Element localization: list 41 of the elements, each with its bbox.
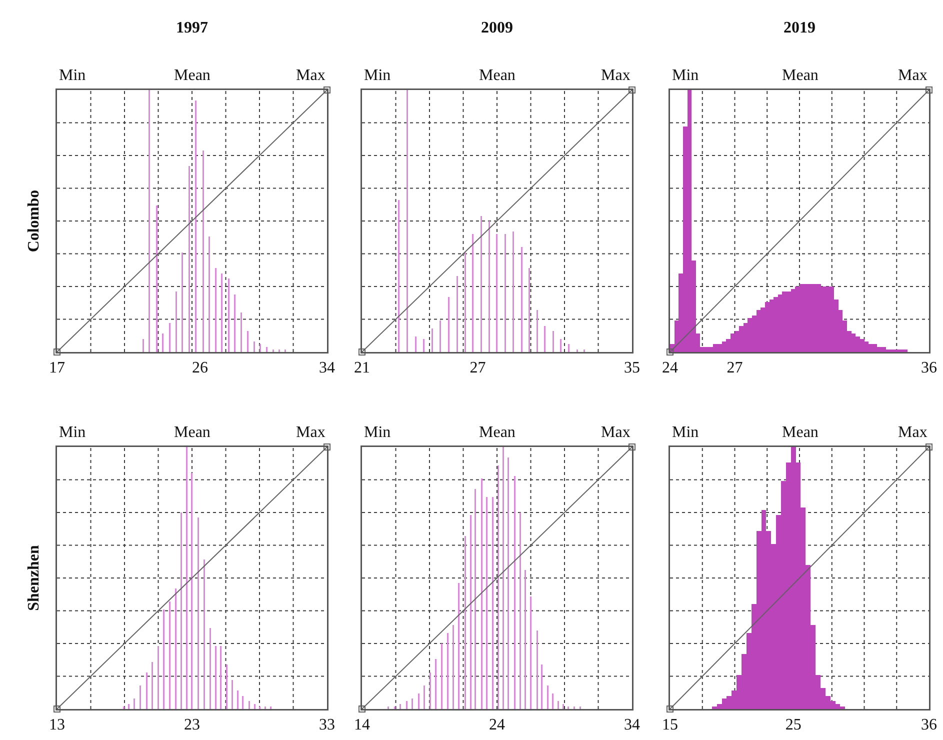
x-tick-label: 36 [921,716,937,734]
x-tick-label: 27 [726,360,743,377]
x-tick-label: 23 [184,716,200,734]
chart-title: 1997 [176,20,208,37]
x-tick-label: 26 [192,360,208,377]
text: Mean [479,67,516,84]
text: Min [59,424,86,441]
text: Max [296,424,326,441]
text: Min [672,67,699,84]
text: Max [898,424,928,441]
x-tick-label: 24 [489,716,505,734]
chart-title: 2019 [784,20,816,37]
y-axis-title: Colombo [26,190,43,252]
x-tick-label: 35 [624,360,640,377]
x-tick-label: 33 [319,716,335,734]
x-tick-label: 14 [354,716,370,734]
text: Max [601,424,630,441]
x-tick-label: 24 [662,360,678,377]
x-tick-label: 15 [662,716,678,734]
x-tick-label: 27 [470,360,486,377]
x-tick-label: 17 [49,360,65,377]
text: Mean [174,424,210,441]
x-tick-label: 36 [921,360,937,377]
x-tick-label: 13 [49,716,65,734]
x-tick-label: 25 [785,716,802,734]
text: Min [672,424,699,441]
x-tick-label: 21 [354,360,370,377]
x-tick-label: 34 [624,716,640,734]
text: Max [296,67,326,84]
y-axis-title: Shenzhen [26,545,43,611]
text: Mean [782,67,818,84]
text: Max [601,67,630,84]
text: Mean [479,424,516,441]
text: Min [364,424,391,441]
text: Mean [174,67,210,84]
chart-title: 2009 [481,20,513,37]
text: Max [898,67,928,84]
text: Min [59,67,86,84]
text: Min [364,67,391,84]
text: Mean [782,424,818,441]
x-tick-label: 34 [319,360,335,377]
